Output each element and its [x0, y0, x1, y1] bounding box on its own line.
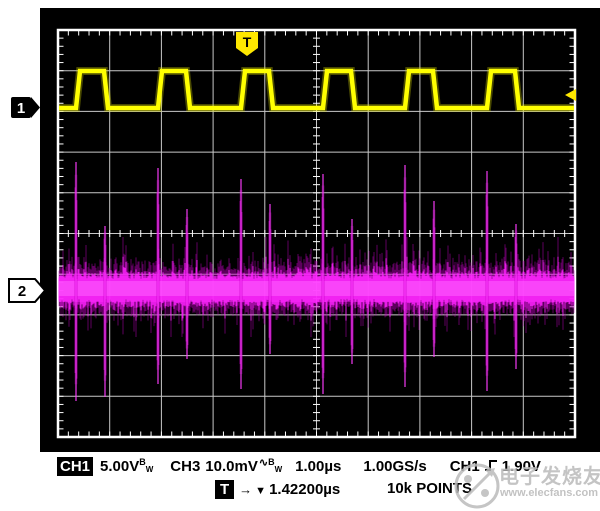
- timebase-readout: 1.00µs: [295, 458, 342, 475]
- channel2-marker: 2: [8, 278, 47, 303]
- channel1-marker-box: [11, 97, 31, 118]
- ch3-switching-spikes: [74, 162, 518, 401]
- trigger-readout: CH1 1.90V: [450, 458, 541, 475]
- channel1-marker-arrow-icon: [31, 97, 40, 118]
- ch1-bw-limit-icon: B: [139, 457, 146, 467]
- channel1-marker: 1: [11, 97, 40, 118]
- watermark-name: 电子发烧友: [499, 466, 600, 488]
- watermark-url: www.elecfans.com: [500, 487, 599, 499]
- ch3-noise-trace: [58, 237, 575, 337]
- ch3-bw-limit-icon: B: [268, 457, 275, 467]
- scope-bezel: [40, 8, 600, 452]
- trigger-level: 1.90V: [501, 458, 541, 475]
- channel2-marker-label: 2: [18, 283, 26, 300]
- trigger-level-arrow-icon: [565, 89, 576, 101]
- ch3-label: CH3: [170, 458, 201, 475]
- channel1-marker-label: 1: [17, 100, 25, 117]
- readout-bar: CH1 5.00VBW CH3 10.0mV∿BW 1.00µs 1.00GS/s…: [0, 454, 600, 511]
- ch3-scale: CH3 10.0mV∿BW: [170, 457, 283, 475]
- ch1-badge: CH1: [57, 457, 94, 476]
- trigger-source: CH1: [449, 458, 480, 475]
- readout-line2-trigger: T → ▼ 1.42200µs: [215, 480, 340, 499]
- right-arrow-icon: →: [239, 482, 253, 497]
- trigger-delay-readout: 1.42200µs: [269, 481, 341, 498]
- record-length-readout: 10k POINTS: [387, 480, 473, 497]
- graticule-border: [56, 28, 577, 439]
- waveform-layers: [56, 28, 577, 439]
- ch1-scale: 5.00VBW: [100, 457, 154, 475]
- delay-marker-icon: ▼: [255, 485, 267, 497]
- ch1-trace: [59, 67, 574, 112]
- trigger-marker-label: T: [243, 34, 252, 50]
- trigger-marker-pentagon: [236, 32, 258, 56]
- ac-coupling-icon: ∿: [258, 457, 269, 469]
- sample-rate-readout: 1.00GS/s: [363, 458, 427, 475]
- watermark-logo-icon: [454, 463, 500, 509]
- trigger-badge: T: [215, 480, 235, 499]
- trigger-position-marker: T: [236, 32, 258, 56]
- channel2-marker-arrow-icon: [8, 278, 47, 303]
- readout-line1: CH1 5.00VBW CH3 10.0mV∿BW 1.00µs 1.00GS/s…: [57, 456, 541, 476]
